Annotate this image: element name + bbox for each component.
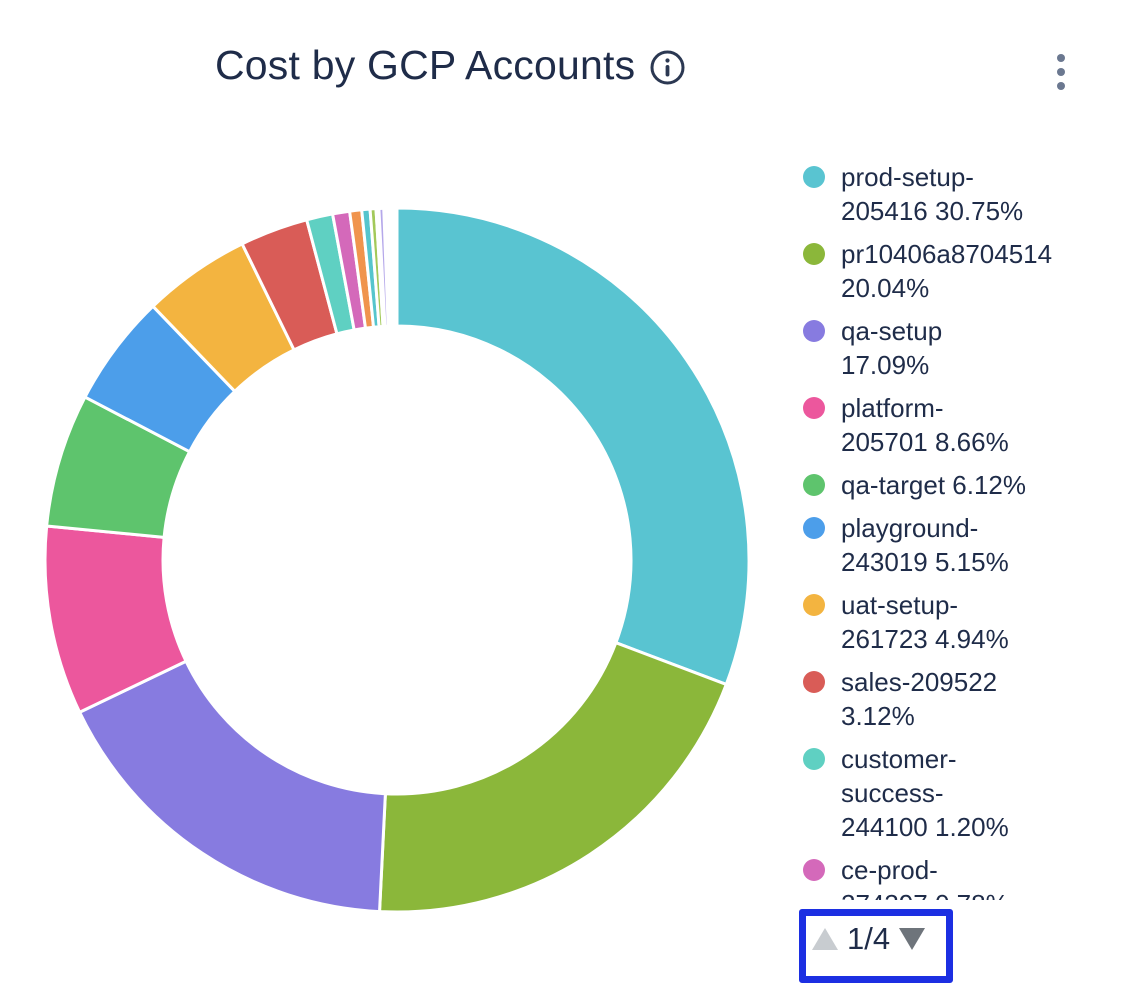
legend-item-label: ce-prod- 274397 0.78% — [841, 855, 1009, 900]
legend-item-label: prod-setup- 205416 30.75% — [841, 162, 1024, 226]
legend-item[interactable]: platform- 205701 8.66% — [803, 391, 1130, 459]
legend-item[interactable]: customer- success- 244100 1.20% — [803, 742, 1130, 844]
donut-slice-prod-setup-205416[interactable] — [395, 206, 751, 686]
legend-item-label: playground- 243019 5.15% — [841, 513, 1009, 577]
legend-pager: 1/4 — [806, 916, 946, 957]
donut-slice-qa-setup[interactable] — [78, 659, 387, 914]
legend-item-label: sales-209522 3.12% — [841, 667, 998, 731]
legend-page-down-icon[interactable] — [899, 928, 926, 950]
legend-item-label: qa-setup 17.09% — [841, 316, 943, 380]
legend-item[interactable]: sales-209522 3.12% — [803, 665, 1130, 733]
legend-color-dot — [803, 671, 825, 693]
legend-color-dot — [803, 517, 825, 539]
page-title: Cost by GCP Accounts — [215, 42, 636, 88]
legend-item-label: qa-target 6.12% — [841, 470, 1027, 500]
legend-item-label: platform- 205701 8.66% — [841, 393, 1009, 457]
legend-color-dot — [803, 397, 825, 419]
legend-item-label: customer- success- 244100 1.20% — [841, 744, 1009, 842]
legend-color-dot — [803, 243, 825, 265]
legend-page-indicator: 1/4 — [847, 921, 891, 956]
legend-color-dot — [803, 320, 825, 342]
widget-header: Cost by GCP Accounts — [215, 42, 686, 89]
chart-legend: prod-setup- 205416 30.75% pr10406a870451… — [803, 160, 1130, 900]
legend-item[interactable]: playground- 243019 5.15% — [803, 511, 1130, 579]
legend-item[interactable]: qa-setup 17.09% — [803, 314, 1130, 382]
legend-item[interactable]: prod-setup- 205416 30.75% — [803, 160, 1130, 228]
donut-slice-pr10406a8704514[interactable] — [378, 641, 728, 914]
kebab-menu-icon[interactable] — [1052, 46, 1070, 98]
legend-color-dot — [803, 748, 825, 770]
legend-color-dot — [803, 474, 825, 496]
legend-item[interactable]: uat-setup- 261723 4.94% — [803, 588, 1130, 656]
legend-color-dot — [803, 859, 825, 881]
legend-pager-highlight-box: 1/4 — [799, 909, 953, 983]
legend-item-label: uat-setup- 261723 4.94% — [841, 590, 1009, 654]
info-icon[interactable] — [649, 49, 686, 86]
legend-color-dot — [803, 594, 825, 616]
legend-item[interactable]: qa-target 6.12% — [803, 468, 1130, 502]
legend-color-dot — [803, 166, 825, 188]
donut-slice-small-14[interactable] — [377, 206, 390, 328]
legend-item[interactable]: ce-prod- 274397 0.78% — [803, 853, 1130, 900]
legend-item[interactable]: pr10406a8704514 20.04% — [803, 237, 1130, 305]
legend-page-up-icon[interactable] — [812, 928, 838, 950]
legend-item-label: pr10406a8704514 20.04% — [841, 239, 1053, 303]
